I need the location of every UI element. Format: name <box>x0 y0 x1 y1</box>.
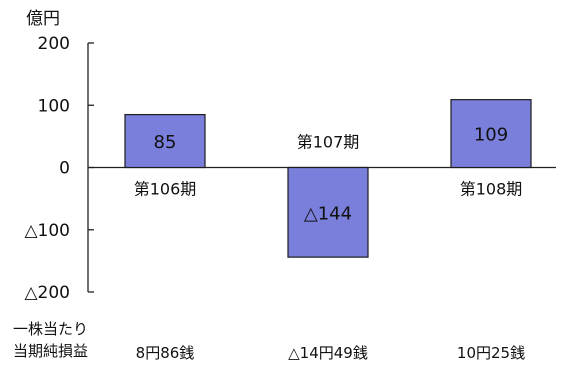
category-label: 第107期 <box>297 133 360 152</box>
eps-label-line2: 当期純損益 <box>13 342 89 360</box>
y-axis-unit: 億円 <box>26 9 60 29</box>
category-label: 第106期 <box>134 180 197 199</box>
y-tick-label: △100 <box>24 221 70 241</box>
y-tick-label: 100 <box>38 96 70 116</box>
bar <box>124 113 206 169</box>
bar-value-label: △144 <box>304 203 352 224</box>
bar <box>450 99 532 169</box>
y-tick-label: 0 <box>59 159 70 179</box>
bar-value-label: 109 <box>474 125 508 146</box>
y-tick-label: △200 <box>24 283 70 303</box>
bar <box>287 166 369 258</box>
bar-value-label: 85 <box>154 132 177 153</box>
eps-value-108: 10円25銭 <box>456 344 526 362</box>
eps-value-107: △14円49銭 <box>288 344 368 362</box>
eps-value-106: 8円86銭 <box>135 344 195 362</box>
category-label: 第108期 <box>460 180 523 199</box>
bar-chart: 億円 200 100 0 △100 △200 85 第106期 △144 第107期 109 第108… <box>24 9 556 303</box>
eps-label-line1: 一株当たり <box>13 320 89 338</box>
y-tick-label: 200 <box>38 34 70 54</box>
